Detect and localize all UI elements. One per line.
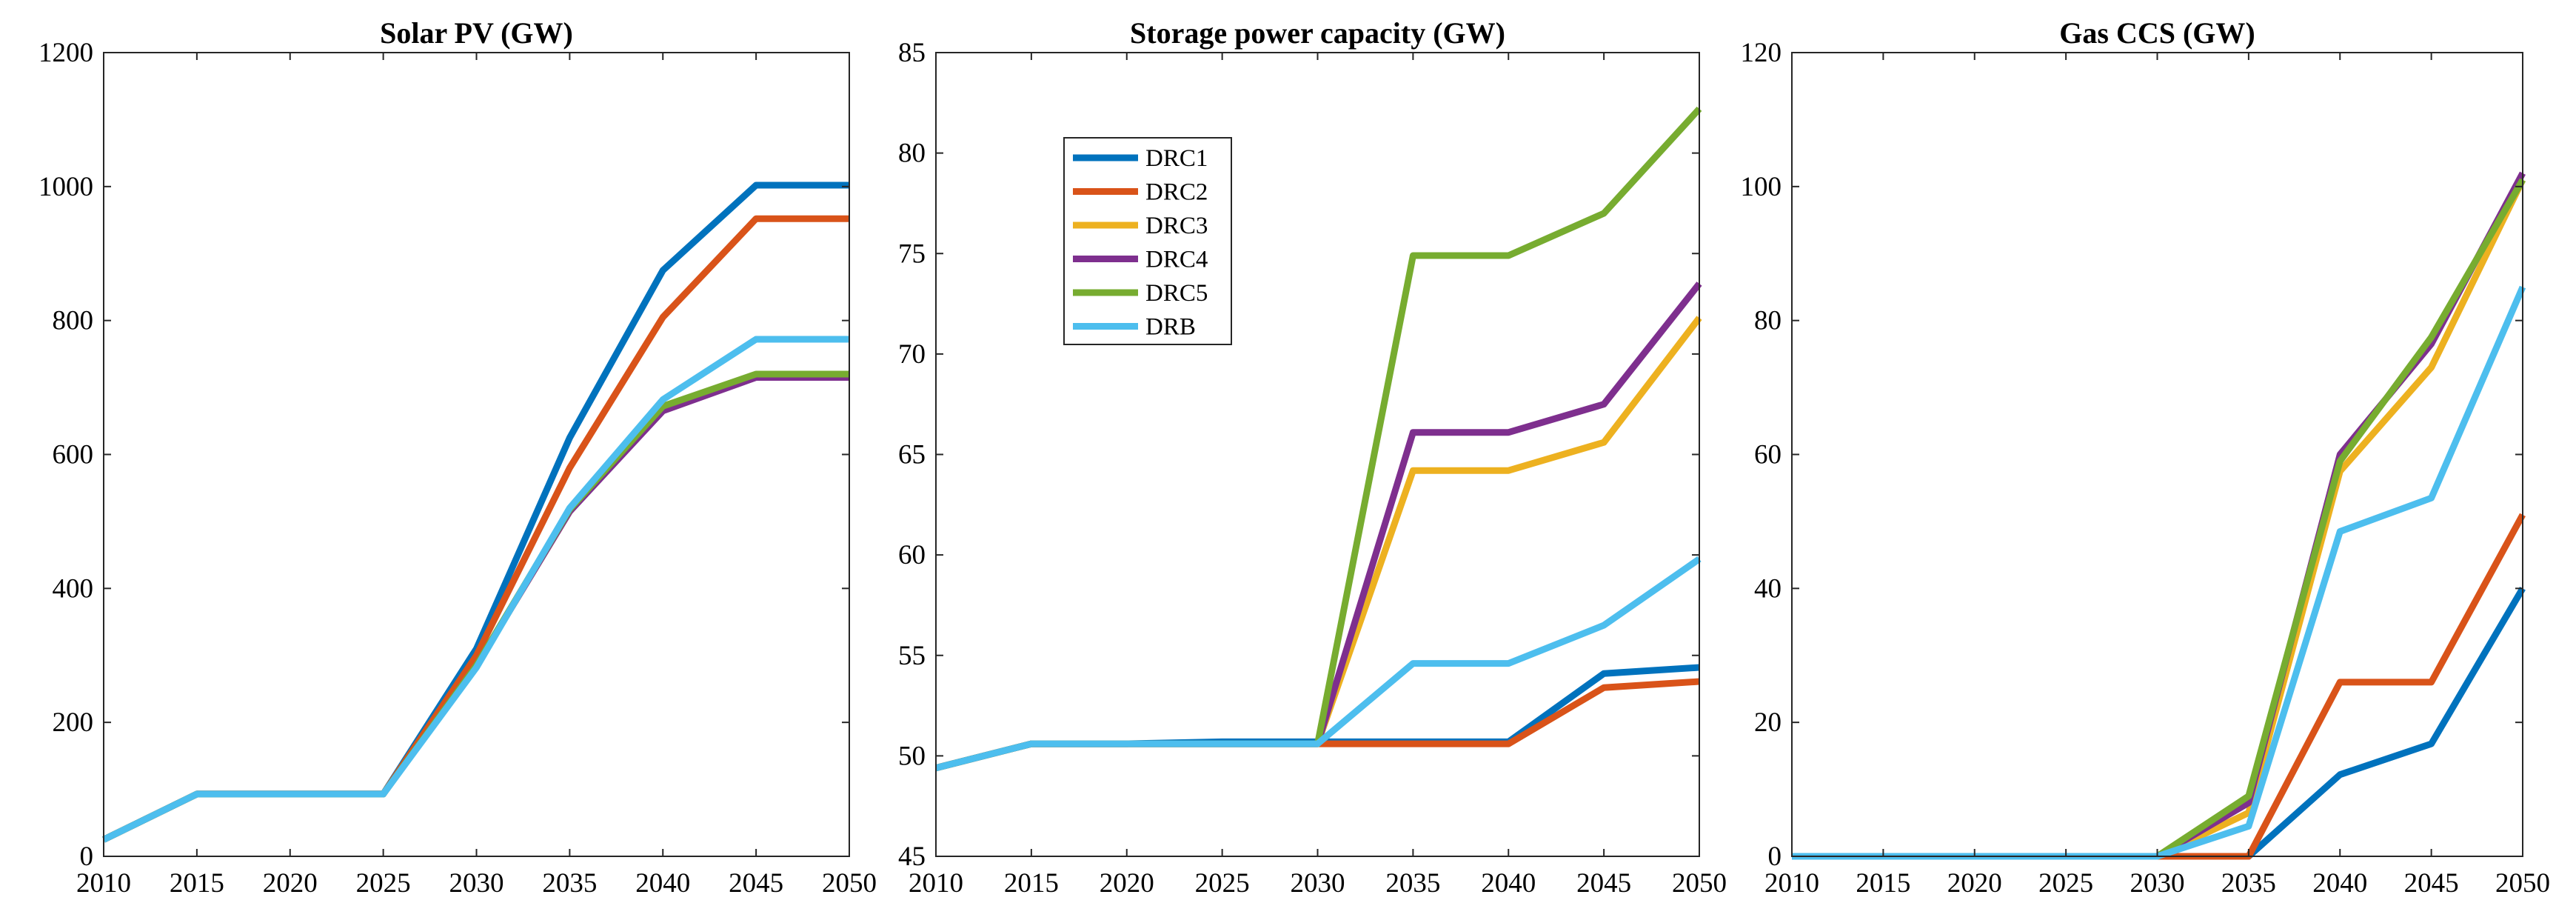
y-tick-label: 40: [1754, 573, 1782, 604]
y-tick-label: 55: [898, 641, 926, 671]
x-tick-label: 2040: [1481, 868, 1536, 899]
x-tick-label: 2010: [76, 868, 131, 899]
y-tick-label: 60: [898, 540, 926, 570]
series-line-drc2: [1792, 513, 2526, 860]
chart-panel-3: 2010 2015 2020 2025 2030 2035 2040 2045 20500204…: [1741, 16, 2551, 899]
x-tick-label: 2045: [2404, 868, 2459, 899]
legend-label-drc2: DRC2: [1145, 179, 1208, 206]
y-tick-label: 70: [898, 339, 926, 370]
chart-title: Storage power capacity (GW): [1130, 16, 1505, 50]
x-tick-label: 2045: [1576, 868, 1631, 899]
series-line-drb: [934, 556, 1702, 772]
axes-box: [103, 52, 850, 857]
y-tick-label: 0: [80, 842, 94, 872]
series-line-drc3: [102, 372, 849, 843]
y-tick-label: 65: [898, 440, 926, 470]
x-tick-label: 2035: [542, 868, 597, 899]
series-line-drc4: [102, 374, 849, 843]
y-tick-label: 45: [898, 842, 926, 872]
x-tick-label: 2020: [1947, 868, 2002, 899]
series-line-drc5: [1792, 178, 2526, 860]
axes-box: [1791, 52, 2523, 857]
x-tick-label: 2050: [1672, 868, 1727, 899]
x-tick-label: 2035: [2221, 868, 2276, 899]
chart-panel-2: 2010 2015 2020 2025 2030 2035 2040 2045 2050 45 50…: [898, 16, 1727, 899]
x-tick-label: 2020: [1100, 868, 1154, 899]
x-tick-label: 2025: [1195, 868, 1250, 899]
series-line-drc5: [934, 106, 1702, 772]
x-tick-label: 2025: [2038, 868, 2093, 899]
y-tick-label: 85: [898, 38, 926, 68]
legend: DRC1 DRC2 DRC3 DRC4 DRC5 DRB: [1063, 137, 1232, 345]
y-tick-label: 20: [1754, 707, 1782, 738]
series-line-drc1: [934, 664, 1700, 772]
y-tick-label: 75: [898, 239, 926, 269]
y-tick-label: 100: [1741, 172, 1782, 202]
x-tick-label: 2050: [822, 868, 877, 899]
x-tick-label: 2015: [170, 868, 224, 899]
x-tick-label: 2035: [1385, 868, 1440, 899]
y-tick-label: 120: [1741, 38, 1782, 68]
series-line-drb: [102, 336, 849, 843]
x-tick-label: 2030: [449, 868, 504, 899]
chart-title: Gas CCS (GW): [2059, 16, 2255, 50]
y-tick-label: 600: [53, 440, 94, 470]
chart-title: Solar PV (GW): [380, 16, 573, 50]
legend-label-drc3: DRC3: [1145, 213, 1208, 239]
legend-label-drc4: DRC4: [1145, 247, 1208, 273]
x-tick-label: 2050: [2495, 868, 2550, 899]
x-tick-label: 2020: [263, 868, 318, 899]
series-line-drb: [1792, 285, 2526, 860]
y-tick-label: 1200: [39, 38, 93, 68]
series-line-drc3: [1792, 178, 2526, 860]
legend-label-drc1: DRC1: [1145, 145, 1208, 172]
legend-box: [1063, 137, 1232, 345]
y-tick-label: 80: [1754, 306, 1782, 336]
x-tick-label: 2010: [909, 868, 963, 899]
x-tick-label: 2040: [2312, 868, 2367, 899]
x-tick-label: 2015: [1004, 868, 1059, 899]
y-tick-label: 200: [53, 707, 94, 738]
series-line-drc1: [102, 181, 849, 843]
y-tick-label: 1000: [39, 172, 93, 202]
chart-panel-1: 2010 2015 2020 2025 2030 2035 2040 2045 2050 0 200…: [39, 16, 877, 899]
y-tick-label: 50: [898, 741, 926, 771]
y-tick-label: 80: [898, 139, 926, 169]
legend-label-drb: DRB: [1145, 314, 1196, 341]
x-tick-label: 2010: [1764, 868, 1819, 899]
x-tick-label: 2030: [1291, 868, 1345, 899]
y-tick-label: 400: [53, 573, 94, 604]
y-tick-label: 0: [1768, 842, 1782, 872]
x-tick-label: 2045: [729, 868, 783, 899]
series-line-drc5: [102, 370, 849, 843]
legend-label-drc5: DRC5: [1145, 280, 1208, 307]
y-tick-label: 60: [1754, 440, 1782, 470]
series-line-drc2: [102, 215, 849, 843]
series-line-drc4: [1792, 171, 2526, 860]
series-line-drc1: [1792, 587, 2526, 860]
x-tick-label: 2025: [356, 868, 411, 899]
x-tick-label: 2015: [1856, 868, 1910, 899]
series-line-drc2: [934, 678, 1700, 772]
x-tick-label: 2040: [635, 868, 690, 899]
y-tick-label: 800: [53, 306, 94, 336]
x-tick-label: 2030: [2130, 868, 2185, 899]
